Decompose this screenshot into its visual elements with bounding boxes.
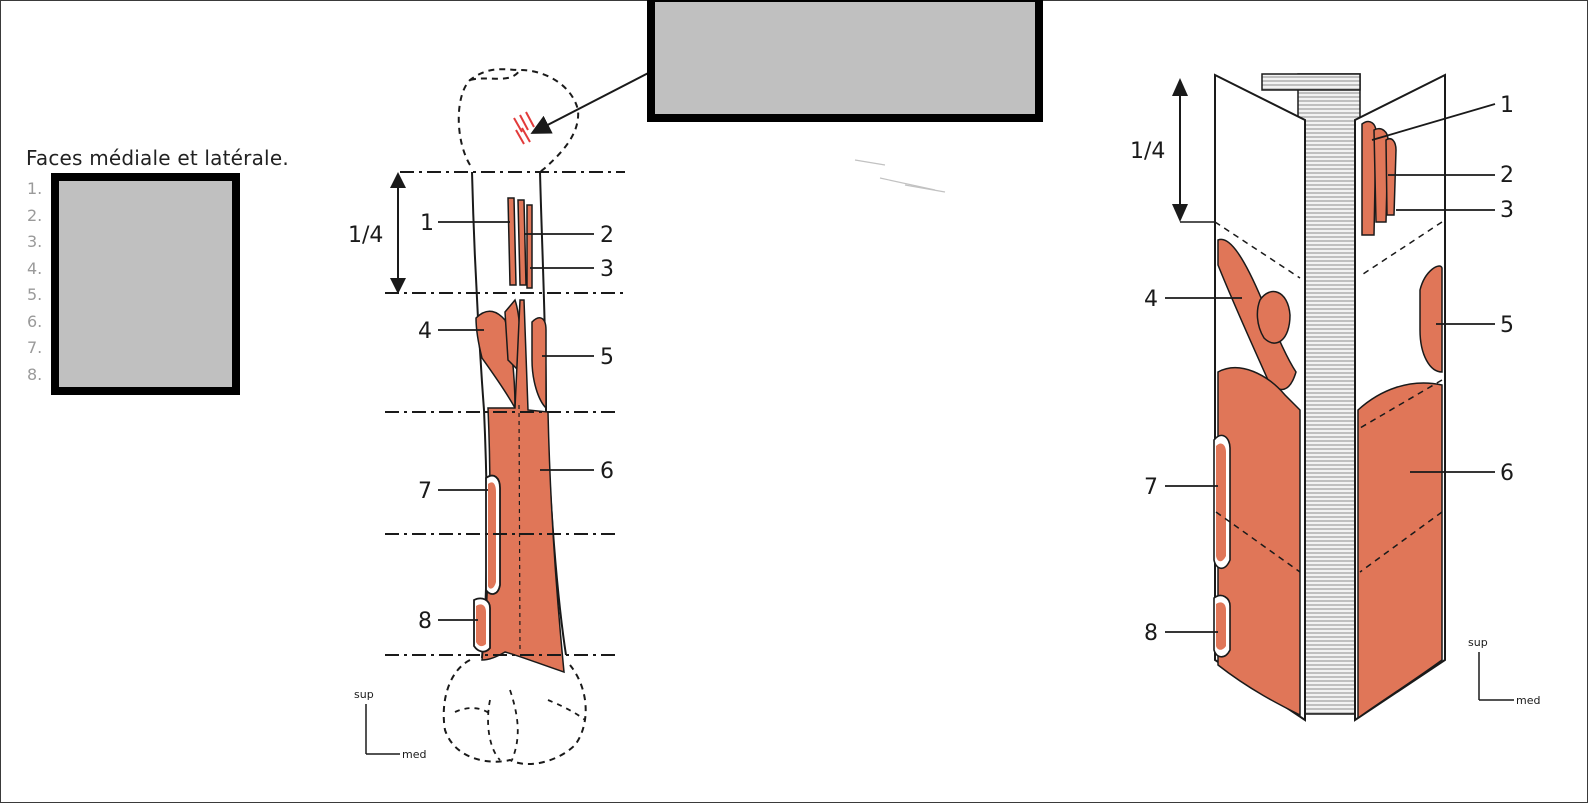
insertion-2 — [517, 199, 527, 286]
callout-3: 3 — [600, 257, 614, 282]
insertion-1 — [507, 197, 517, 286]
section-lines — [385, 171, 625, 656]
answer-number: 6. — [27, 311, 43, 331]
answer-number: 5. — [27, 285, 43, 304]
distal-femur-outline — [442, 659, 587, 765]
right-fraction-label: 1/4 — [1130, 139, 1165, 164]
answer-number: 7. — [27, 338, 43, 357]
callout-2: 2 — [600, 223, 614, 248]
answer-list: 1. 2. 3. 4. 5. 6. 7. 8. — [27, 176, 42, 388]
right-insertion-6-right — [1357, 382, 1443, 720]
right-callout-3: 3 — [1500, 198, 1514, 223]
answer-number: 3. — [27, 232, 43, 251]
right-insertion-5 — [1419, 265, 1443, 373]
right-callout-1: 1 — [1500, 93, 1514, 118]
rear-panel — [1297, 73, 1361, 715]
right-insertion-1 — [1361, 120, 1377, 236]
answer-number: 4. — [27, 258, 43, 278]
callout-6: 6 — [600, 459, 614, 484]
pointer-arrow — [530, 66, 661, 134]
right-orientation-indicator: sup med — [1468, 636, 1540, 707]
answer-number: 8. — [27, 364, 43, 384]
svg-text:med: med — [1516, 694, 1540, 707]
svg-text:med: med — [402, 748, 426, 761]
svg-text:sup: sup — [354, 688, 374, 701]
callout-7: 7 — [418, 479, 432, 504]
right-callout-4: 4 — [1144, 287, 1158, 312]
callout-1: 1 — [420, 211, 434, 236]
callout-8: 8 — [418, 609, 432, 634]
callout-5: 5 — [600, 345, 614, 370]
right-callout-8: 8 — [1144, 621, 1158, 646]
insertion-5 — [531, 317, 547, 410]
right-box-figure: 1/4 1 2 3 4 5 6 7 8 sup med — [1130, 73, 1540, 722]
femur-shaft-outline — [471, 171, 488, 659]
right-callout-2: 2 — [1500, 163, 1514, 188]
label-redaction-box — [647, 0, 1043, 122]
proximal-femur-outline — [457, 68, 580, 173]
answer-redaction-box — [51, 173, 240, 395]
fraction-label: 1/4 — [348, 223, 383, 248]
svg-text:sup: sup — [1468, 636, 1488, 649]
right-callout-7: 7 — [1144, 475, 1158, 500]
left-femur-figure: 1/4 1 2 3 4 5 6 7 8 sup med — [348, 66, 661, 765]
hatched-insertion-mark — [513, 111, 535, 145]
right-callout-6: 6 — [1500, 461, 1514, 486]
answer-number: 1. — [27, 179, 43, 198]
smudge-marks — [854, 159, 946, 193]
callout-4: 4 — [418, 319, 432, 344]
right-insertion-3 — [1385, 138, 1397, 216]
insertion-3 — [526, 204, 533, 289]
heading: Faces médiale et latérale. — [26, 146, 289, 170]
answer-number: 2. — [27, 205, 43, 225]
right-callout-5: 5 — [1500, 313, 1514, 338]
right-insertion-6-left — [1217, 367, 1301, 717]
orientation-indicator: sup med — [354, 688, 426, 761]
